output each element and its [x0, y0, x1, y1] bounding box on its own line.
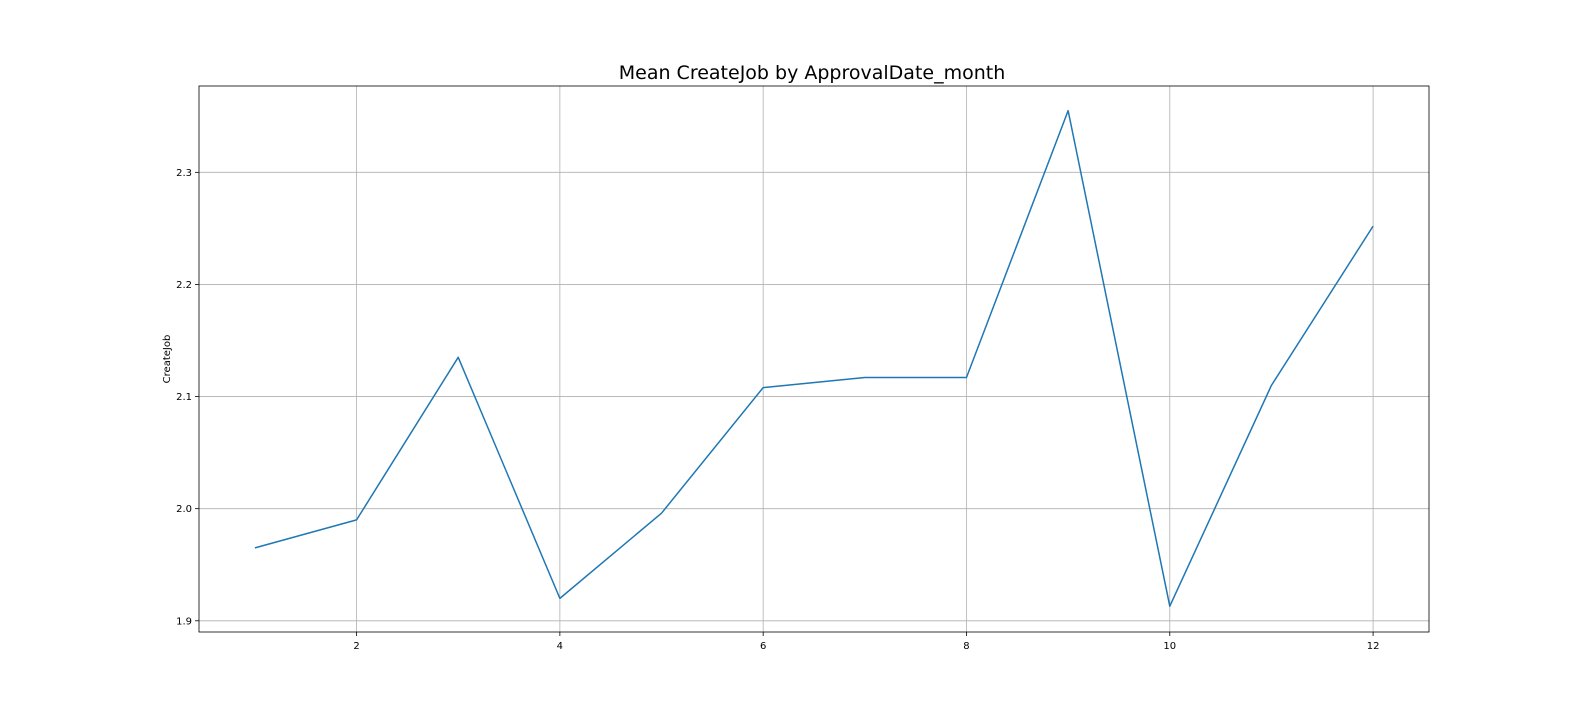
x-tick-label: 8: [963, 641, 969, 652]
data-point: [1167, 604, 1172, 609]
y-axis: 1.9 2.0 2.1 2.2 2.3: [176, 168, 199, 627]
y-tick-label: 2.3: [176, 168, 192, 179]
data-point: [557, 596, 562, 601]
y-axis-label: CreateJob: [162, 335, 173, 384]
data-point: [862, 375, 867, 380]
y-tick-label: 2.0: [176, 504, 192, 515]
data-point: [1066, 108, 1071, 113]
data-point: [252, 545, 257, 550]
data-point: [456, 355, 461, 360]
y-tick-label: 2.2: [176, 280, 192, 291]
data-point: [1371, 224, 1376, 229]
data-point: [1269, 383, 1274, 388]
y-tick-label: 2.1: [176, 392, 192, 403]
data-point: [761, 385, 766, 390]
grid: [199, 86, 1429, 632]
series-layer: [252, 108, 1376, 609]
x-tick-label: 6: [760, 641, 766, 652]
data-point: [354, 517, 359, 522]
x-tick-label: 2: [353, 641, 359, 652]
chart-title: Mean CreateJob by ApprovalDate_month: [619, 62, 1006, 84]
plot-frame: [198, 85, 1430, 633]
data-point: [964, 375, 969, 380]
data-point: [659, 511, 664, 516]
x-tick-label: 10: [1163, 641, 1176, 652]
x-tick-label: 12: [1367, 641, 1380, 652]
x-axis: 2 4 6 8 10 12: [353, 632, 1379, 652]
y-tick-label: 1.9: [176, 616, 192, 627]
x-tick-label: 4: [557, 641, 563, 652]
series-line: [254, 109, 1374, 607]
